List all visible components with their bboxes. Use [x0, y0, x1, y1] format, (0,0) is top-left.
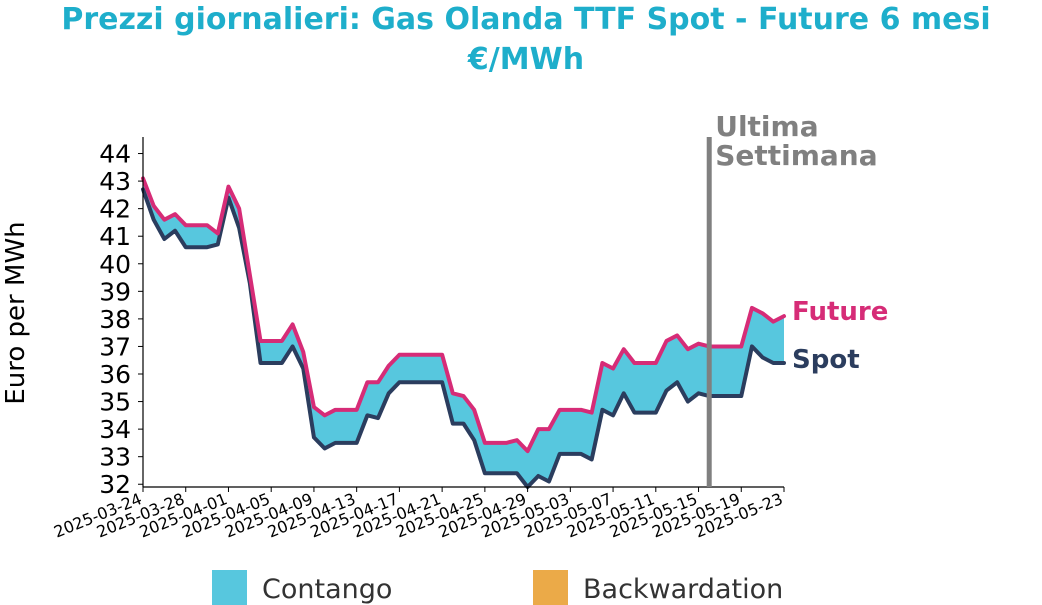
y-tick-label: 34	[99, 415, 131, 444]
y-tick-label: 32	[99, 470, 131, 499]
y-tick-label: 41	[99, 222, 131, 251]
y-axis-label: Euro per MWh	[1, 221, 31, 404]
series-lines-layer	[141, 176, 786, 489]
y-tick-label: 40	[99, 250, 131, 279]
y-tick-label: 39	[99, 277, 131, 306]
series-line-spot	[141, 187, 786, 489]
y-tick-label: 33	[99, 443, 131, 472]
last-week-label: Ultima	[715, 110, 818, 143]
legend-label-contango: Contango	[262, 574, 392, 605]
y-tick-label: 42	[99, 195, 131, 224]
legend-swatch-contango	[212, 570, 247, 605]
legend-swatch-backwardation	[533, 570, 568, 605]
y-tick-label: 35	[99, 388, 131, 417]
y-tick-label: 37	[99, 332, 131, 361]
last-week-label: Settimana	[715, 139, 877, 172]
chart-title-line-1: Prezzi giornalieri: Gas Olanda TTF Spot …	[61, 2, 990, 37]
series-label-future: Future	[792, 297, 888, 327]
y-tick-label: 38	[99, 305, 131, 334]
y-tick-label: 43	[99, 167, 131, 196]
y-tick-label: 36	[99, 360, 131, 389]
legend: Contango Backwardation	[212, 570, 783, 605]
y-tick-label: 44	[99, 140, 131, 169]
series-end-labels: Future Spot	[792, 297, 888, 375]
series-line-future	[141, 176, 786, 454]
chart-title-line-2: €/MWh	[467, 42, 584, 77]
series-label-spot: Spot	[792, 345, 860, 375]
legend-label-backwardation: Backwardation	[583, 574, 783, 605]
